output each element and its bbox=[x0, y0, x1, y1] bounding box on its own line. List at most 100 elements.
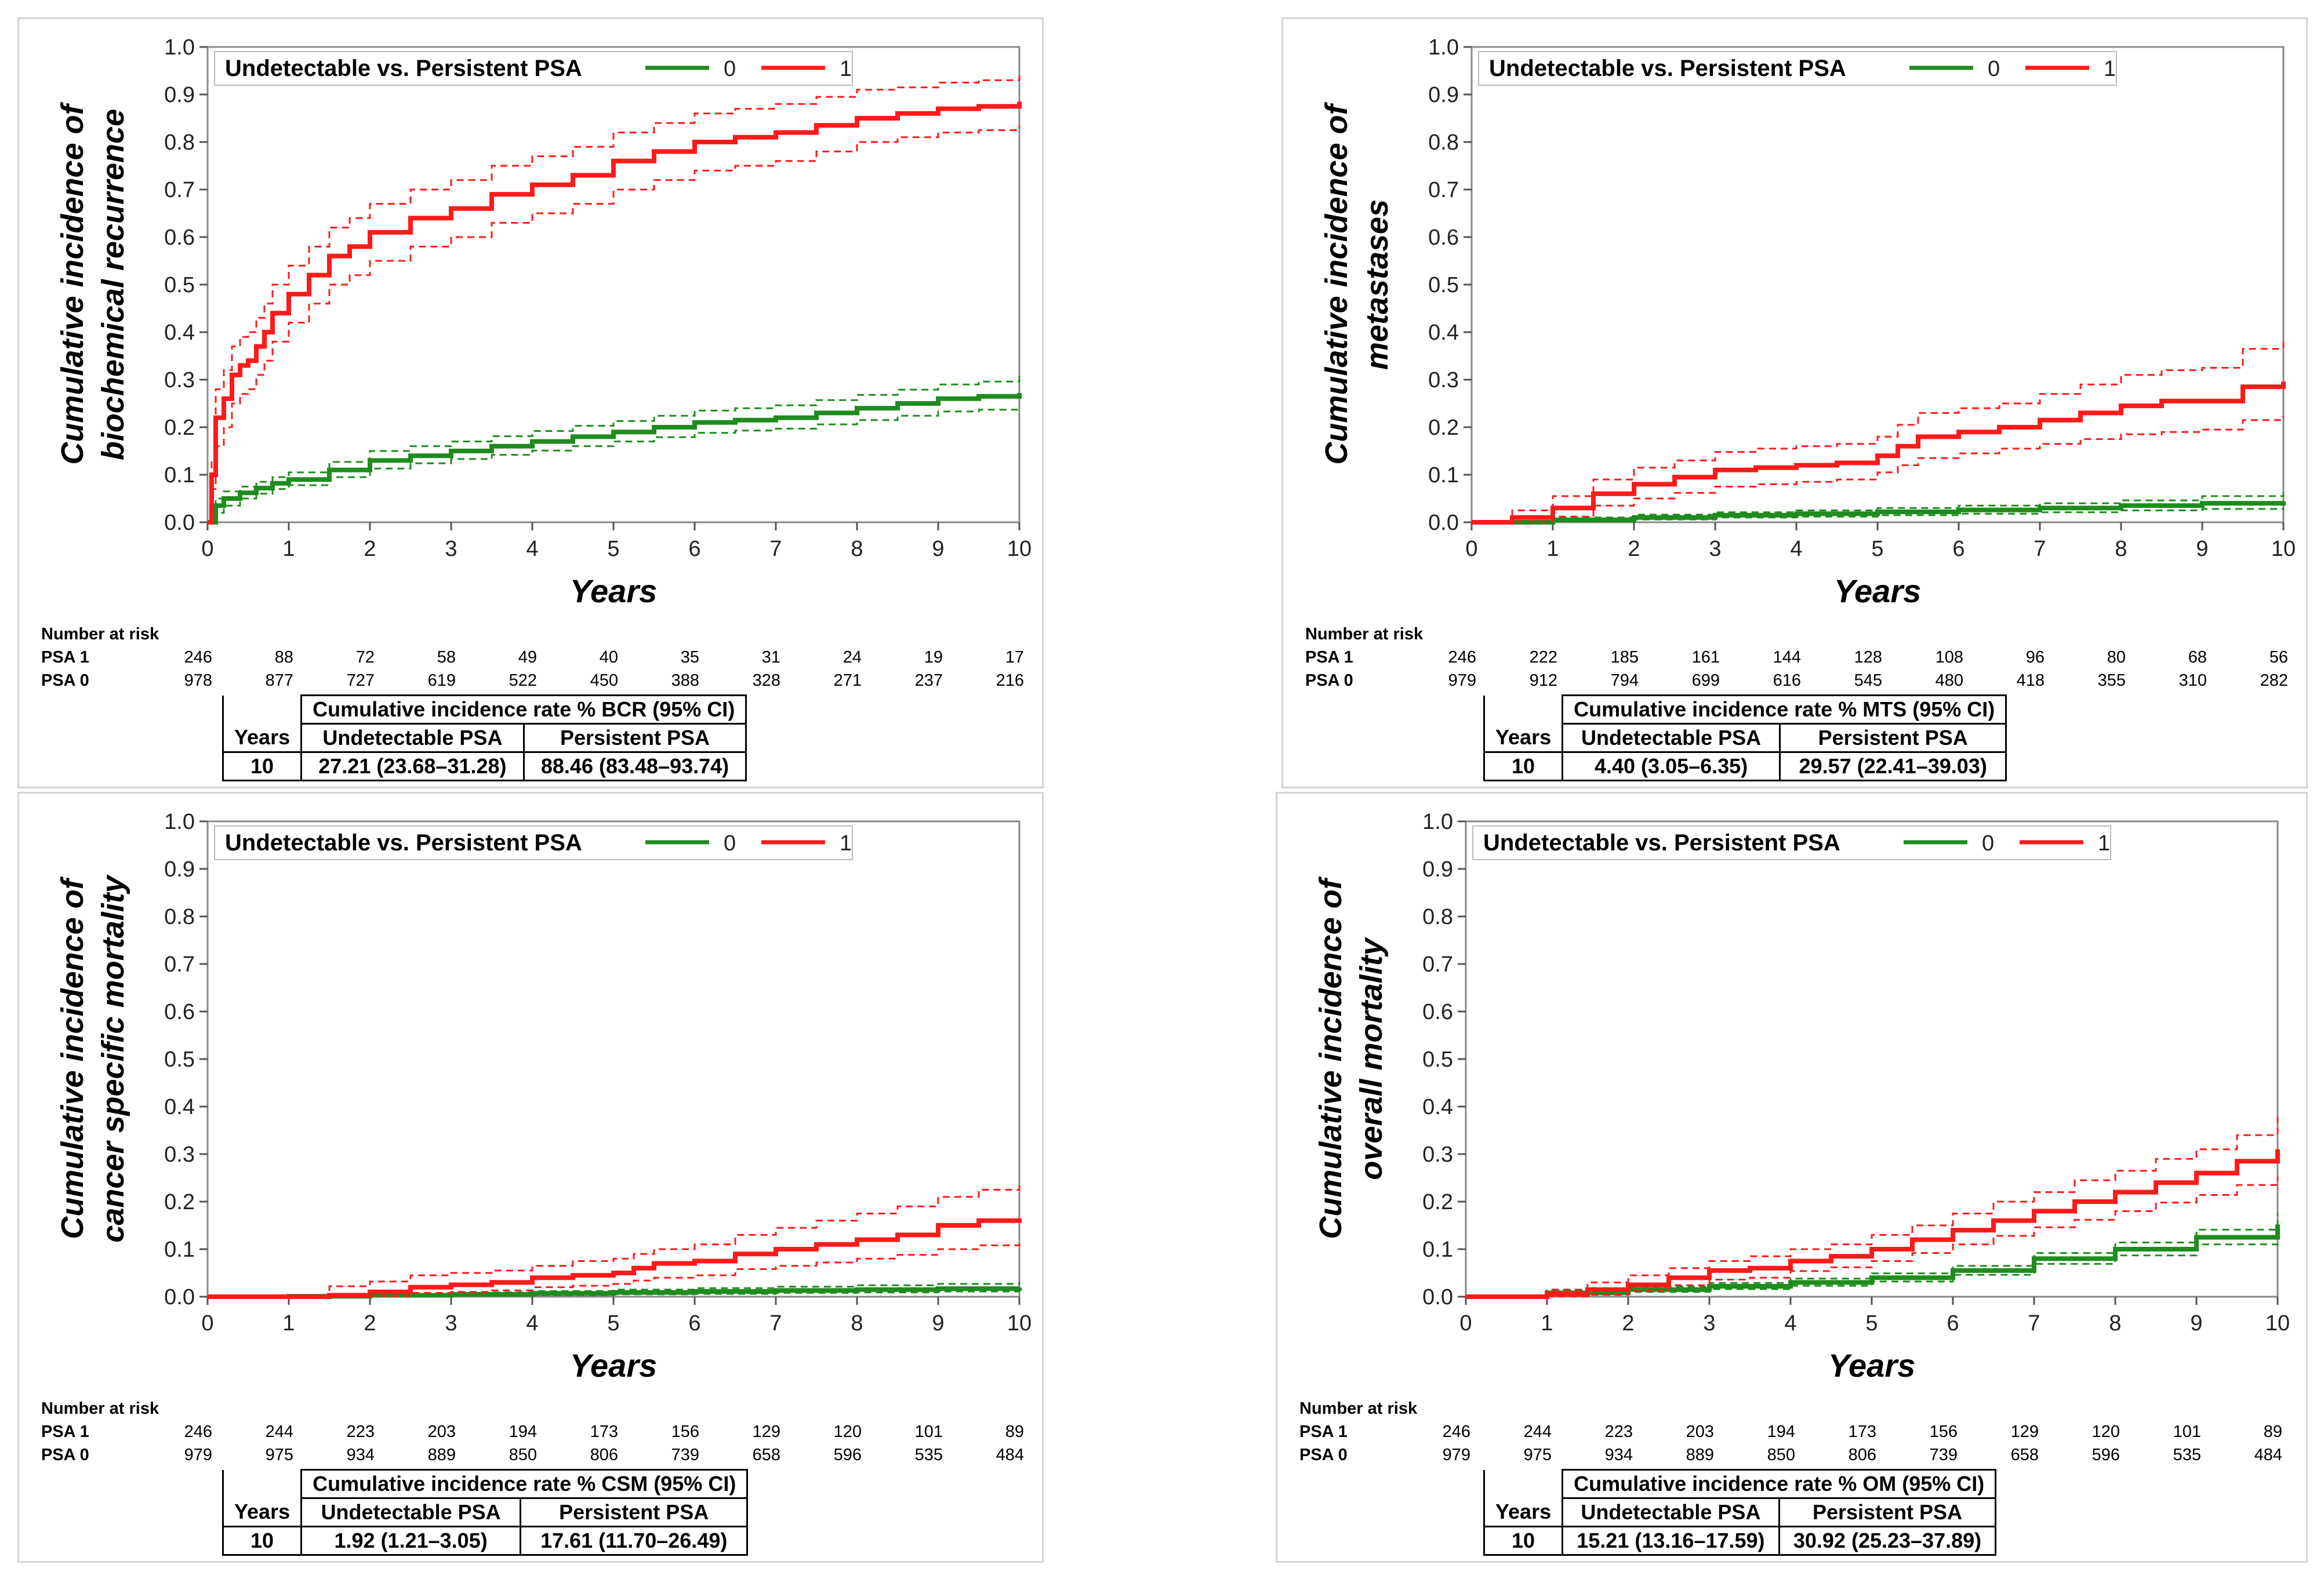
risk-count: 49 bbox=[518, 648, 537, 667]
risk-count: 129 bbox=[2010, 1422, 2039, 1441]
risk-count: 522 bbox=[509, 671, 537, 690]
y-tick-label: 0.5 bbox=[164, 1047, 195, 1072]
legend-label-1: 1 bbox=[2098, 831, 2110, 856]
risk-count: 203 bbox=[1686, 1422, 1714, 1441]
x-axis-label: Years bbox=[570, 1347, 658, 1384]
x-tick-label: 0 bbox=[1459, 1311, 1472, 1336]
col-undetectable: Undetectable PSA bbox=[1562, 723, 1781, 753]
value-persistent: 17.61 (11.70–26.49) bbox=[520, 1526, 749, 1556]
risk-count: 246 bbox=[184, 648, 212, 667]
line-series-1 bbox=[1466, 1149, 2280, 1299]
risk-count: 480 bbox=[1935, 671, 1963, 690]
legend: Undetectable vs. Persistent PSA 0 1 bbox=[214, 825, 853, 860]
risk-count: 850 bbox=[1767, 1446, 1795, 1464]
ci-lower-series-1 bbox=[208, 1241, 1021, 1298]
y-tick-label: 1.0 bbox=[164, 810, 195, 834]
risk-count: 246 bbox=[1442, 1422, 1470, 1441]
risk-row-label: PSA 1 bbox=[1299, 1422, 1348, 1441]
line-series-0 bbox=[208, 393, 1022, 525]
years-header: Years bbox=[1483, 723, 1564, 752]
legend-title: Undetectable vs. Persistent PSA bbox=[1483, 830, 1840, 856]
y-tick-label: 0.0 bbox=[1422, 1285, 1453, 1309]
y-tick-label: 0.9 bbox=[1422, 857, 1453, 882]
risk-row-label: PSA 0 bbox=[41, 671, 89, 690]
chart-svg-bcr: 0.0 0.1 0.2 0.3 0.4 0.5 0.6 0.7 0.8 0.9 1.0 0 1 2 3 4 5 6… bbox=[55, 35, 1032, 609]
legend-label-1: 1 bbox=[2104, 57, 2116, 81]
risk-count: 806 bbox=[1848, 1446, 1876, 1464]
table-header: Cumulative incidence rate % CSM (95% CI) bbox=[300, 1469, 749, 1499]
x-tick-label: 7 bbox=[769, 537, 782, 561]
risk-count: 194 bbox=[509, 1422, 537, 1441]
risk-row-label: PSA 1 bbox=[41, 648, 89, 667]
risk-count: 806 bbox=[590, 1446, 618, 1464]
legend-label-1: 1 bbox=[840, 831, 852, 856]
x-tick-label: 5 bbox=[607, 1311, 619, 1336]
ci-upper-series-1 bbox=[208, 1185, 1021, 1298]
risk-count: 535 bbox=[2173, 1446, 2201, 1464]
col-persistent: Persistent PSA bbox=[520, 1497, 749, 1527]
risk-count: 173 bbox=[590, 1422, 618, 1441]
risk-row-label: PSA 1 bbox=[1305, 648, 1353, 667]
ci-upper-series-1 bbox=[1472, 337, 2285, 523]
year-cell: 10 bbox=[221, 751, 303, 781]
y-tick-label: 0.6 bbox=[1422, 1000, 1453, 1024]
years-header: Years bbox=[221, 723, 303, 752]
risk-count: 619 bbox=[427, 671, 456, 690]
risk-count: 24 bbox=[843, 648, 862, 667]
y-tick-label: 0.2 bbox=[1428, 416, 1459, 440]
years-header: Years bbox=[221, 1498, 303, 1527]
risk-count: 794 bbox=[1610, 671, 1639, 690]
x-tick-label: 5 bbox=[1871, 537, 1883, 561]
risk-count: 739 bbox=[1929, 1446, 1958, 1464]
risk-count: 156 bbox=[1929, 1422, 1958, 1441]
risk-count: 31 bbox=[761, 648, 780, 667]
y-tick-label: 0.1 bbox=[164, 463, 195, 487]
line-series-1 bbox=[1472, 381, 2286, 525]
risk-count: 17 bbox=[1005, 648, 1024, 667]
x-tick-label: 2 bbox=[364, 537, 376, 561]
risk-count: 80 bbox=[2107, 648, 2126, 667]
number-at-risk-bcr: Number at risk PSA 1 246 88 72 58 49 40 35 31 24 1… bbox=[37, 625, 1045, 690]
legend-title: Undetectable vs. Persistent PSA bbox=[225, 830, 582, 856]
chart-svg-mts: 0.0 0.1 0.2 0.3 0.4 0.5 0.6 0.7 0.8 0.9 1.0 0 1 2 3 4 5 6… bbox=[1319, 35, 2296, 609]
risk-count: 484 bbox=[2254, 1446, 2282, 1464]
x-tick-label: 9 bbox=[2196, 537, 2208, 561]
y-axis-label-line: metastases bbox=[1360, 199, 1395, 370]
risk-count: 120 bbox=[2091, 1422, 2120, 1441]
risk-count: 246 bbox=[1448, 648, 1476, 667]
legend-label-0: 0 bbox=[1982, 831, 1994, 856]
risk-count: 19 bbox=[924, 648, 943, 667]
x-tick-label: 1 bbox=[282, 537, 295, 561]
y-tick-label: 0.9 bbox=[164, 83, 195, 107]
y-axis-label-line: cancer specific mortality bbox=[96, 874, 130, 1242]
risk-count: 194 bbox=[1767, 1422, 1795, 1441]
ci-upper-series-0 bbox=[208, 373, 1021, 523]
x-tick-label: 0 bbox=[201, 1311, 213, 1336]
risk-count: 739 bbox=[671, 1446, 699, 1464]
y-axis-label-line: Cumulative incidence of bbox=[55, 101, 90, 464]
plot-frame bbox=[206, 820, 1021, 1298]
legend-label-0: 0 bbox=[1988, 57, 2000, 81]
y-tick-label: 0.0 bbox=[164, 511, 195, 535]
y-axis-label-line: Cumulative incidence of bbox=[55, 876, 90, 1239]
risk-count: 699 bbox=[1691, 671, 1720, 690]
y-tick-label: 0.8 bbox=[1428, 130, 1459, 155]
line-series-1 bbox=[208, 1218, 1022, 1299]
risk-count: 237 bbox=[914, 671, 943, 690]
legend-box bbox=[214, 825, 853, 860]
y-tick-label: 0.1 bbox=[164, 1238, 195, 1262]
results-table-csm: Cumulative incidence rate % CSM (95% CI)… bbox=[221, 1469, 749, 1556]
table-header: Cumulative incidence rate % OM (95% CI) bbox=[1562, 1469, 1997, 1499]
col-persistent: Persistent PSA bbox=[1778, 1497, 1997, 1527]
x-axis-label: Years bbox=[1828, 1347, 1916, 1384]
x-tick-label: 10 bbox=[1007, 537, 1032, 561]
y-tick-label: 0.2 bbox=[164, 1190, 195, 1214]
x-tick-label: 5 bbox=[607, 537, 619, 561]
risk-count: 216 bbox=[996, 671, 1024, 690]
risk-count: 535 bbox=[914, 1446, 943, 1464]
risk-count: 975 bbox=[265, 1446, 293, 1464]
legend-box bbox=[214, 51, 853, 86]
risk-count: 877 bbox=[265, 671, 293, 690]
x-tick-label: 9 bbox=[932, 1311, 944, 1336]
risk-count: 244 bbox=[1523, 1422, 1552, 1441]
